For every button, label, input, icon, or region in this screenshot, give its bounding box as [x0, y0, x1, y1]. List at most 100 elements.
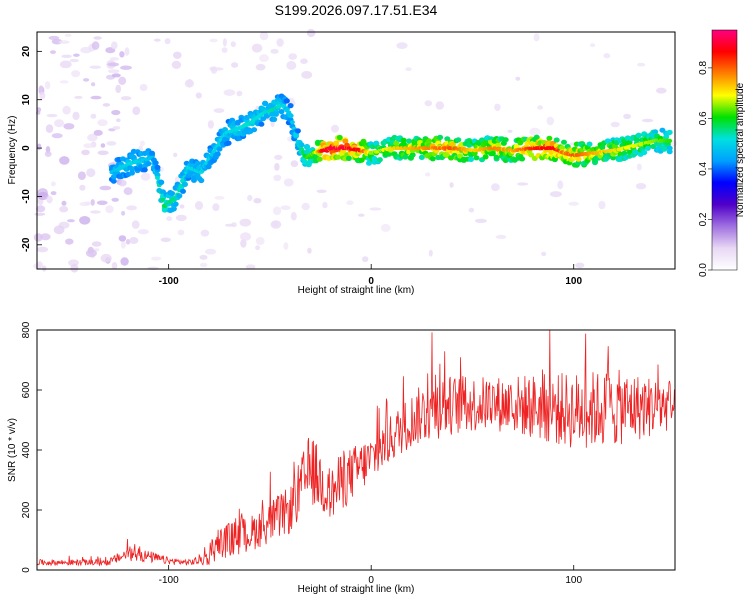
spectrogram-speckle — [255, 63, 266, 71]
spectrogram-ridge-cell — [110, 178, 117, 184]
spectrogram-speckle — [106, 141, 117, 146]
spectrogram-speckle — [100, 253, 112, 263]
spectrogram-speckle — [93, 36, 102, 40]
spectrogram-speckle — [51, 133, 63, 139]
snr-y-tick-label: 600 — [21, 381, 32, 398]
spectrogram-speckle — [96, 200, 108, 206]
snr-x-ticks: -100 0 100 — [159, 565, 583, 586]
spectrogram-speckle — [107, 62, 120, 67]
spectrogram-ridge-cell — [158, 179, 165, 185]
spectrogram-speckle — [79, 216, 91, 225]
spectrogram-speckle — [306, 28, 316, 38]
spectrogram-speckle — [380, 223, 391, 232]
spectrogram-ridge-cell — [444, 136, 451, 142]
spectrogram-speckle — [46, 195, 53, 204]
spectrogram-speckle — [118, 76, 127, 86]
spectrogram-ridge-cell — [154, 172, 161, 178]
spectrogram-speckle — [171, 60, 182, 69]
spectrogram-ridge-cell — [559, 145, 566, 151]
snr-series-line — [36, 329, 675, 567]
colorbar-tick-label: 0.2 — [698, 212, 709, 226]
spectrogram-speckle — [635, 183, 647, 190]
spectrogram-speckle — [405, 67, 412, 71]
spectrogram-speckle — [54, 119, 65, 128]
spectrogram-speckle — [64, 33, 72, 38]
spectrogram-ridge-cell — [641, 149, 648, 156]
spectrogram-speckle — [610, 121, 620, 128]
snr-y-tick-label: 800 — [21, 321, 32, 338]
spectrogram-speckle — [449, 182, 454, 188]
spectrogram-speckle — [87, 133, 98, 142]
spectrogram-ridge-cell — [586, 141, 593, 147]
spectrogram-speckle — [557, 180, 564, 190]
spectrogram-speckle — [507, 129, 513, 133]
spectrogram-speckle — [90, 210, 101, 214]
spectrogram-speckle — [119, 51, 125, 58]
spectrogram-speckle — [274, 163, 280, 171]
spectrogram-ridge-cell — [652, 129, 659, 135]
spectrogram-ridge-cell — [393, 140, 400, 146]
spectrogram-speckle — [37, 143, 42, 151]
spectrogram-ridge-cell — [154, 164, 161, 170]
spectrogram-speckle — [623, 113, 631, 119]
spectrogram-x-tick-label: 100 — [565, 276, 582, 287]
spectrogram-speckle — [81, 149, 90, 156]
spectrogram-speckle — [99, 185, 112, 191]
spectrogram-ridge-cell — [335, 154, 341, 160]
spectrogram-ridge-cell — [437, 134, 444, 140]
spectrogram-speckle — [369, 207, 382, 211]
spectrogram-ridge-cell — [294, 128, 301, 134]
spectrogram-speckle — [83, 78, 90, 82]
spectrogram-speckle — [656, 87, 667, 94]
spectrogram-speckle — [38, 85, 44, 93]
spectrogram-y-tick-label: -20 — [21, 237, 32, 252]
spectrogram-ridge-cell — [599, 144, 606, 151]
spectrogram-ridge-cell — [666, 129, 673, 135]
spectrogram-speckle — [428, 249, 433, 257]
spectrogram-speckle — [515, 76, 521, 81]
spectrogram-ridge-cell — [145, 161, 152, 167]
spectrogram-speckle — [120, 240, 126, 249]
spectrogram-speckle — [90, 199, 95, 206]
spectrogram-y-tick-label: 20 — [21, 45, 32, 57]
spectrogram-speckle — [111, 41, 118, 50]
spectrogram-speckle — [164, 38, 171, 45]
spectrogram-speckle — [222, 38, 227, 47]
spectrogram-speckle — [97, 150, 109, 156]
spectrogram-speckle — [61, 200, 67, 206]
spectrogram-ridge-cell — [661, 146, 668, 152]
spectrogram-speckle — [125, 239, 131, 245]
spectrogram-speckle — [276, 38, 284, 47]
colorbar-tick-label: 0.4 — [698, 162, 709, 176]
spectrogram-ridge-cell — [621, 150, 628, 156]
colorbar-tick-label: 0.8 — [698, 61, 709, 75]
spectrogram-speckle — [107, 69, 120, 74]
spectrogram-ridge-cell — [376, 157, 383, 163]
spectrogram-ridge-core — [288, 113, 294, 118]
spectrogram-ridge-cell — [502, 137, 509, 143]
spectrogram-speckle — [86, 168, 96, 178]
spectrogram-speckle — [517, 182, 529, 186]
spectrogram-ridge-cell — [172, 201, 179, 207]
spectrogram-speckle — [160, 237, 171, 243]
spectrogram-speckle — [280, 205, 291, 210]
spectrogram-ridge-cell — [418, 154, 425, 160]
spectrogram-ridge-cell — [336, 134, 343, 141]
spectrogram-speckle — [111, 197, 119, 202]
spectrogram-speckle — [123, 187, 133, 196]
spectrogram-speckle — [316, 189, 327, 193]
spectrogram-speckle — [53, 225, 65, 235]
spectrogram-speckle — [139, 140, 145, 147]
spectrogram-ridge-cell — [271, 116, 278, 122]
spectrogram-speckle — [300, 58, 308, 64]
spectrogram-speckle — [636, 163, 642, 171]
spectrogram-ridge-cell — [180, 188, 186, 194]
spectrogram-speckle — [474, 218, 487, 223]
spectrogram-speckle — [541, 251, 547, 257]
spectrogram-y-axis-title: Frequency (Hz) — [7, 116, 18, 185]
spectrogram-speckle — [273, 174, 282, 181]
spectrogram-speckle — [102, 103, 111, 107]
spectrogram-speckle — [637, 62, 646, 67]
spectrogram-ridge-cell — [225, 140, 232, 146]
spectrogram-ridge-cell — [169, 190, 176, 197]
